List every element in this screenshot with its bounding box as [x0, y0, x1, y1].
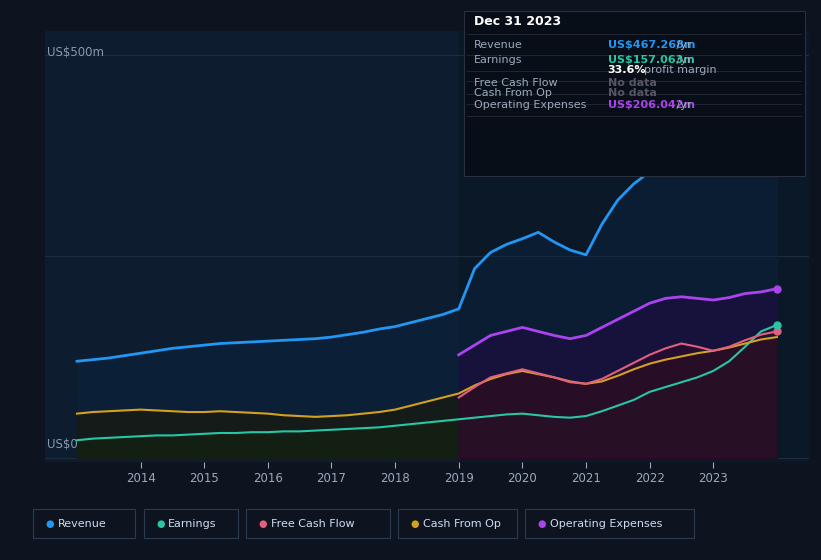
Text: Revenue: Revenue [57, 519, 106, 529]
Text: /yr: /yr [672, 55, 691, 66]
Text: ●: ● [156, 519, 164, 529]
Text: Earnings: Earnings [474, 55, 522, 66]
Text: US$0: US$0 [48, 438, 78, 451]
Text: US$206.042m: US$206.042m [608, 100, 695, 110]
Text: Cash From Op: Cash From Op [423, 519, 501, 529]
Text: profit margin: profit margin [637, 66, 717, 76]
Text: ●: ● [410, 519, 419, 529]
Text: Earnings: Earnings [168, 519, 217, 529]
Text: /yr: /yr [672, 40, 691, 50]
Text: US$500m: US$500m [48, 46, 104, 59]
Text: ●: ● [538, 519, 546, 529]
Text: Cash From Op: Cash From Op [474, 88, 552, 98]
Text: Free Cash Flow: Free Cash Flow [474, 78, 557, 88]
Text: No data: No data [608, 88, 657, 98]
Text: Operating Expenses: Operating Expenses [474, 100, 586, 110]
Text: US$467.268m: US$467.268m [608, 40, 695, 50]
Text: ●: ● [45, 519, 53, 529]
Text: 33.6%: 33.6% [608, 66, 646, 76]
Text: /yr: /yr [672, 100, 691, 110]
Text: Free Cash Flow: Free Cash Flow [271, 519, 355, 529]
Text: No data: No data [608, 78, 657, 88]
Text: US$157.063m: US$157.063m [608, 55, 695, 66]
Text: Revenue: Revenue [474, 40, 522, 50]
Bar [459, 31, 809, 462]
Text: Operating Expenses: Operating Expenses [550, 519, 663, 529]
Text: ●: ● [259, 519, 267, 529]
Text: Dec 31 2023: Dec 31 2023 [474, 15, 561, 28]
